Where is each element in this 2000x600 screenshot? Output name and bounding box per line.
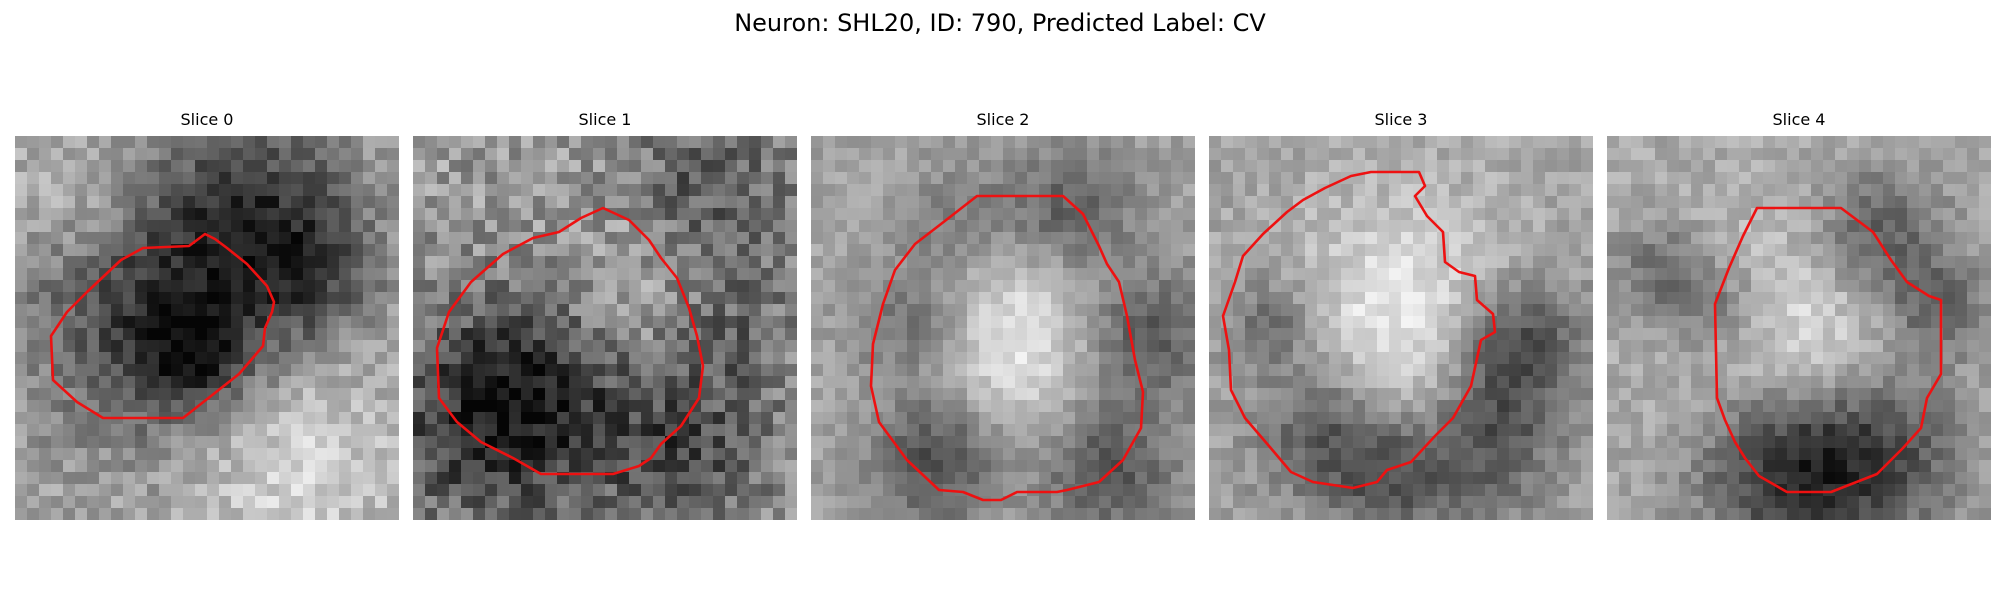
slice-panel-2: Slice 2 [811,108,1195,520]
slice-title-0: Slice 0 [180,110,234,129]
segmentation-contour-1 [435,206,705,476]
figure-title: Neuron: SHL20, ID: 790, Predicted Label:… [734,9,1266,37]
slice-pixels-1 [413,136,797,520]
slice-image-3 [1209,136,1593,520]
slice-image-4 [1607,136,1991,520]
slice-panel-0: Slice 0 [15,108,399,520]
slice-image-0 [15,136,399,520]
slice-title-1: Slice 1 [578,110,632,129]
segmentation-contour-3 [1221,170,1497,490]
slice-pixels-3 [1209,136,1593,520]
slice-panel-4: Slice 4 [1607,108,1991,520]
slice-pixels-2 [811,136,1195,520]
slice-title-2: Slice 2 [976,110,1030,129]
slice-title-4: Slice 4 [1772,110,1826,129]
segmentation-contour-0 [49,232,276,420]
segmentation-contour-4 [1713,206,1943,494]
segmentation-contour-2 [869,194,1145,502]
slice-panel-3: Slice 3 [1209,108,1593,520]
slice-image-2 [811,136,1195,520]
slice-title-3: Slice 3 [1374,110,1428,129]
slice-pixels-4 [1607,136,1991,520]
slice-pixels-0 [15,136,399,520]
slice-panel-1: Slice 1 [413,108,797,520]
slice-image-1 [413,136,797,520]
